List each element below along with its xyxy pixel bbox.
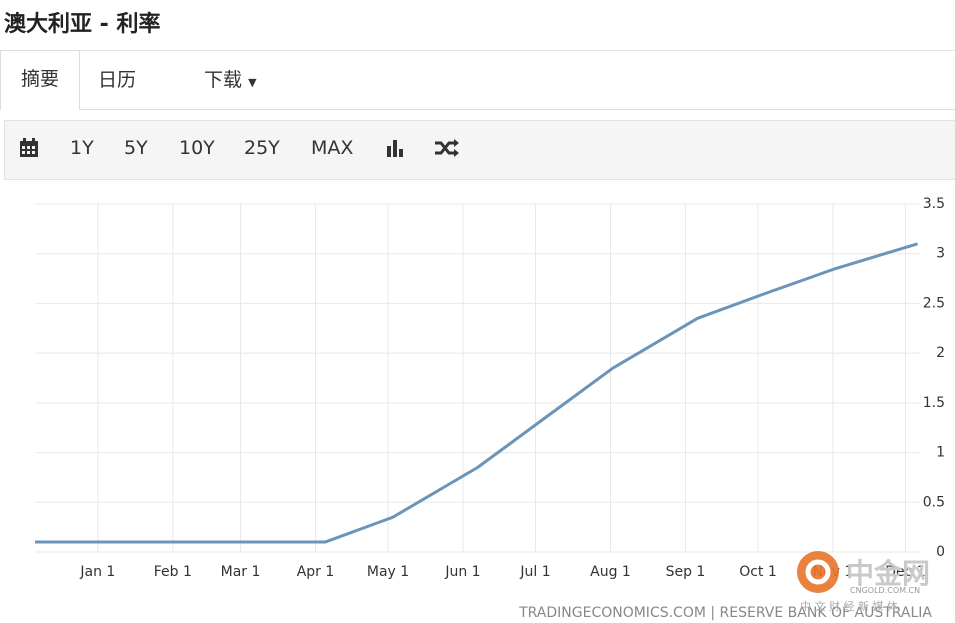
tab-bar: 摘要 日历 下载 ▼ — [0, 50, 955, 110]
watermark-name: 中金网 — [846, 557, 931, 590]
range-button[interactable]: 5Y — [124, 137, 148, 159]
range-button[interactable]: MAX — [311, 137, 354, 159]
toolbar: 1Y 5Y 10Y 25Y MAX — [4, 120, 955, 180]
tab[interactable]: 下载 ▼ — [204, 65, 257, 92]
y-tick-label: 1 — [936, 445, 945, 461]
x-tick-label: Jul 1 — [519, 564, 550, 580]
tab[interactable]: 摘要 — [0, 50, 80, 110]
y-tick-label: 2 — [936, 345, 945, 361]
range-button[interactable]: 10Y — [179, 137, 215, 159]
chart: 0 0.5 1 1.5 2 2.5 3 3.5 Jan 1 Feb 1 Mar 1 Apr 1 May … — [35, 196, 945, 621]
chart-type-icon[interactable] — [386, 138, 406, 158]
x-tick-label: Sep 1 — [666, 564, 706, 580]
calendar-icon[interactable] — [19, 138, 39, 158]
chart-source: TRADINGECONOMICS.COM | RESERVE BANK OF A… — [518, 605, 932, 621]
range-button[interactable]: 1Y — [70, 137, 94, 159]
y-tick-label: 0 — [936, 544, 945, 560]
watermark-domain: CNGOLD.COM.CN — [850, 586, 921, 595]
watermark-logo — [797, 551, 839, 593]
x-tick-label: May 1 — [367, 564, 409, 580]
y-tick-label: 0.5 — [923, 494, 945, 510]
x-tick-label: Apr 1 — [297, 564, 335, 580]
y-tick-label: 2.5 — [923, 295, 945, 311]
range-button[interactable]: 25Y — [244, 137, 280, 159]
y-tick-label: 1.5 — [923, 395, 945, 411]
data-line — [35, 242, 919, 544]
x-tick-label: Jun 1 — [444, 564, 480, 580]
y-tick-label: 3.5 — [923, 196, 945, 212]
tab[interactable]: 日历 — [98, 69, 137, 91]
page-title: 澳大利亚 - 利率 — [4, 12, 161, 37]
x-tick-label: Jan 1 — [79, 564, 115, 580]
y-tick-label: 3 — [936, 246, 945, 262]
x-tick-label: Oct 1 — [739, 564, 777, 580]
watermark-tagline: 中 文 财 经 新 媒 体 — [800, 600, 898, 613]
tab-label: 下载 — [204, 69, 243, 91]
x-tick-label: Feb 1 — [154, 564, 192, 580]
dropdown-caret: ▼ — [248, 76, 257, 89]
x-tick-label: Mar 1 — [221, 564, 261, 580]
x-tick-label: Aug 1 — [590, 564, 631, 580]
compare-icon[interactable] — [434, 138, 460, 158]
x-tick-label: Dec 1 — [885, 564, 925, 580]
